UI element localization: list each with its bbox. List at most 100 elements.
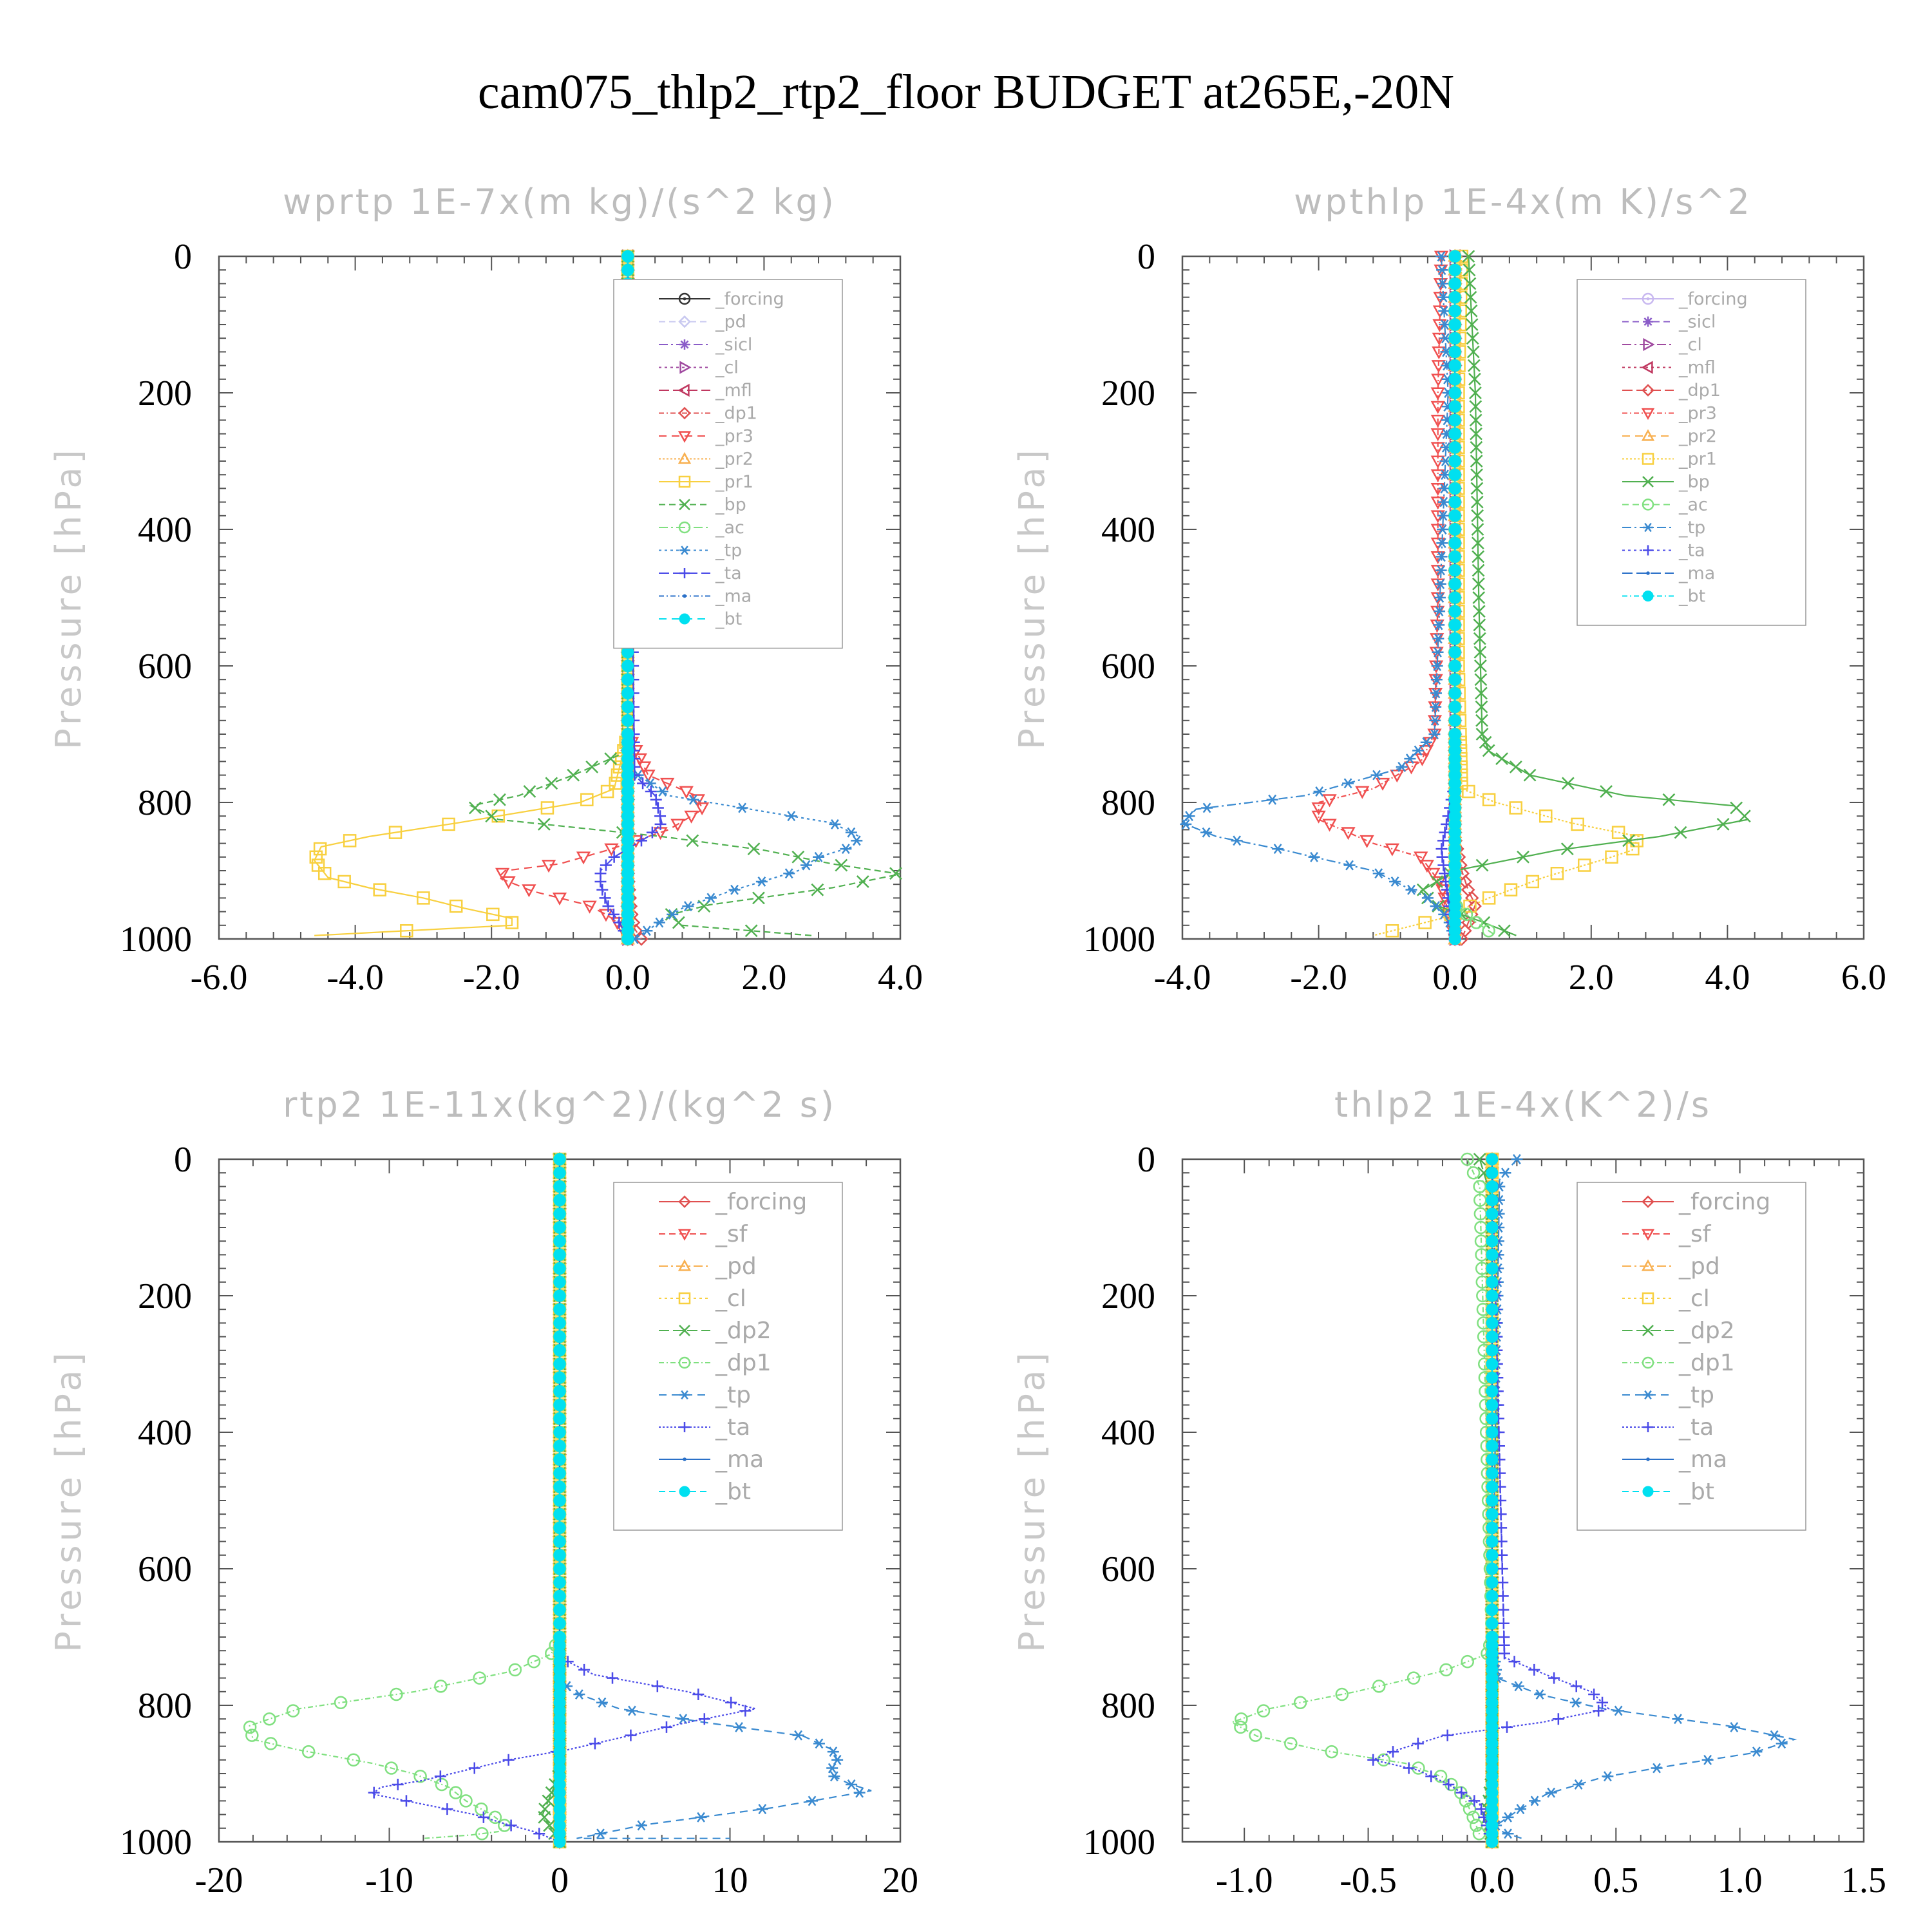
legend-item: _forcing <box>659 289 784 309</box>
panel-title: wprtp 1E-7x(m kg)/(s^2 kg) <box>283 182 837 222</box>
legend-label: _sicl <box>1678 312 1716 332</box>
series-marker <box>1429 715 1441 726</box>
series-marker <box>553 1180 566 1193</box>
series-marker <box>1293 1696 1307 1710</box>
series-marker <box>1448 523 1461 536</box>
series-marker <box>485 810 498 823</box>
series-marker <box>1738 810 1751 823</box>
series-marker <box>573 1689 585 1700</box>
legend-item: _ta <box>1622 541 1705 561</box>
series-line <box>313 256 629 936</box>
series-marker <box>1396 761 1408 772</box>
series-marker <box>553 1426 566 1439</box>
series-marker <box>1448 673 1461 686</box>
series-marker <box>679 786 694 799</box>
legend-marker <box>678 1195 691 1208</box>
x-tick-label: -4.0 <box>1154 958 1211 998</box>
series-marker <box>635 835 647 847</box>
series-marker <box>1406 1671 1421 1685</box>
legend-marker <box>677 1229 692 1241</box>
series-marker <box>1514 1804 1526 1815</box>
series-marker <box>1486 1276 1499 1289</box>
legend-item: _ta <box>659 1414 750 1441</box>
series-marker <box>682 901 694 912</box>
series-marker <box>1529 1795 1541 1806</box>
legend-marker <box>679 613 690 625</box>
series-marker <box>553 1262 566 1275</box>
series-marker <box>540 801 554 815</box>
y-axis-label: Pressure [hPa] <box>48 1349 89 1652</box>
series-marker <box>1473 1193 1487 1207</box>
series-marker <box>1486 1535 1499 1548</box>
x-tick-label: 0 <box>551 1861 569 1900</box>
series-marker <box>1343 860 1356 871</box>
y-tick-label: 200 <box>138 1276 192 1316</box>
y-tick-label: 0 <box>174 237 192 277</box>
series-marker <box>1473 645 1487 659</box>
legend-label: _dp1 <box>715 1350 772 1376</box>
legend-label: _dp2 <box>715 1318 772 1344</box>
series-marker <box>1486 1262 1499 1275</box>
series-marker <box>505 916 519 929</box>
x-tick-label: 4.0 <box>878 958 923 998</box>
series-marker <box>553 1166 566 1179</box>
series-marker <box>1728 1721 1740 1732</box>
series-marker <box>660 1721 672 1733</box>
y-tick-label: 1000 <box>1083 1823 1155 1862</box>
series-marker <box>553 1549 566 1562</box>
series-marker <box>1439 867 1451 880</box>
legend-label: _mfl <box>715 381 752 401</box>
series-marker <box>1486 1439 1499 1452</box>
legend-marker <box>1643 522 1653 533</box>
series-marker <box>390 1687 403 1701</box>
series-marker <box>1605 850 1618 864</box>
series-marker <box>851 835 863 846</box>
series-marker <box>1448 496 1461 509</box>
series-marker <box>1448 605 1461 618</box>
series-marker <box>826 1763 838 1774</box>
series-marker <box>553 1153 566 1166</box>
x-tick-label: -2.0 <box>463 958 520 998</box>
legend-item: _dp1 <box>1622 1350 1735 1376</box>
legend-marker <box>679 498 690 511</box>
x-tick-label: -10 <box>365 1861 413 1900</box>
y-axis-label: Pressure [hPa] <box>48 446 89 749</box>
series-marker <box>1672 1714 1684 1725</box>
series-marker <box>653 917 665 928</box>
series-marker <box>1266 794 1278 805</box>
series-marker <box>505 1819 517 1832</box>
series-marker <box>1448 482 1461 495</box>
series-marker <box>1434 578 1446 589</box>
legend-label: _pd <box>715 312 746 332</box>
series-marker <box>827 1747 839 1757</box>
axis-ticks <box>1182 1159 1864 1842</box>
series-marker <box>1412 745 1425 756</box>
x-tick-label: 10 <box>712 1861 748 1900</box>
legend-marker <box>1641 1259 1655 1271</box>
series-marker <box>1482 744 1495 757</box>
panel-title: rtp2 1E-11x(kg^2)/(kg^2 s) <box>283 1084 837 1125</box>
series-marker <box>1486 1494 1499 1507</box>
legend-label: _ta <box>715 564 742 583</box>
series-marker <box>1523 768 1537 782</box>
series-marker <box>1404 761 1419 775</box>
series-marker <box>337 875 351 889</box>
series-marker <box>1448 564 1461 577</box>
legend-label: _cl <box>715 1285 746 1312</box>
series-marker <box>1471 536 1484 550</box>
legend-item: _tp <box>659 541 742 561</box>
series-marker <box>434 1770 446 1783</box>
series-marker <box>1486 1235 1499 1247</box>
legend-label: _bp <box>715 495 746 515</box>
series-marker <box>1372 868 1385 879</box>
legend-marker <box>1641 408 1655 421</box>
series-marker <box>846 1779 858 1790</box>
series-marker <box>607 908 620 920</box>
series-marker <box>1438 305 1450 316</box>
series-marker <box>1359 835 1374 848</box>
legend-item: _pd <box>1622 1253 1720 1280</box>
series-marker <box>553 1289 566 1302</box>
series-marker <box>596 1697 608 1708</box>
series-marker <box>1431 374 1446 387</box>
series-marker <box>442 817 455 831</box>
